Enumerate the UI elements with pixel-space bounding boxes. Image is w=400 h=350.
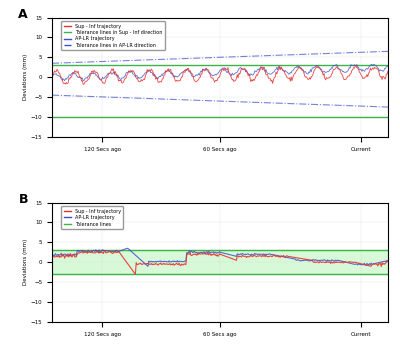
Legend: Sup - Inf trajectory, AP-LR trajectory, Tolerance lines: Sup - Inf trajectory, AP-LR trajectory, … — [61, 206, 123, 229]
Text: B: B — [18, 193, 28, 206]
Bar — [52, 250, 388, 274]
Y-axis label: Deviations (mm): Deviations (mm) — [23, 54, 28, 100]
Text: A: A — [18, 8, 28, 21]
Y-axis label: Deviations (mm): Deviations (mm) — [23, 239, 28, 285]
Legend: Sup - Inf trajectory, Tolerance lines in Sup - Inf direction, AP-LR trajectory, : Sup - Inf trajectory, Tolerance lines in… — [61, 21, 164, 50]
